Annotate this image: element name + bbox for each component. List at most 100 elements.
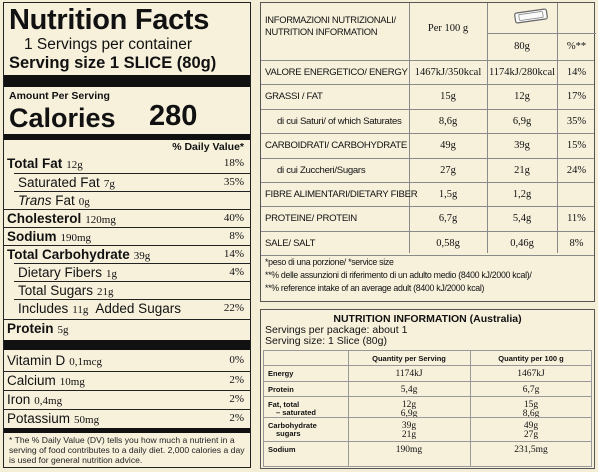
eu-row: di cui Zuccheri/Sugars 27g 21g 24% bbox=[261, 157, 594, 182]
eu-row-label: FIBRE ALIMENTARI/DIETARY FIBER bbox=[265, 189, 418, 200]
eu-row: VALORE ENERGETICO/ ENERGY 1467kJ/350kcal 1… bbox=[261, 60, 594, 84]
nutrient-daily-value: 35% bbox=[223, 176, 244, 188]
au-value-per100: 15g 8,6g bbox=[522, 400, 540, 419]
medium-divider bbox=[4, 428, 250, 433]
thick-divider bbox=[4, 340, 250, 350]
nutrient-name: Includes 11g Added Sugars bbox=[18, 301, 181, 316]
nutrient-daily-value: 40% bbox=[223, 212, 244, 224]
nutrient-name: Total Carbohydrate bbox=[7, 247, 130, 262]
eu-row-label: GRASSI / FAT bbox=[265, 91, 323, 103]
nutrient-amount: 5g bbox=[57, 324, 69, 336]
us-footnote: * The % Daily Value (DV) tells you how m… bbox=[9, 435, 245, 465]
au-row-label: Protein bbox=[268, 385, 294, 394]
nutrient-daily-value: 2% bbox=[229, 374, 244, 386]
eu-row-label: SALE/ SALT bbox=[265, 237, 316, 249]
nutrient-daily-value: 0% bbox=[229, 354, 244, 366]
eu-value-per100: 0,58g bbox=[436, 237, 460, 249]
au-col-100g: Quantity per 100 g bbox=[498, 354, 564, 363]
eu-value-per100: 27g bbox=[440, 164, 456, 176]
au-row: Sodium 190mg 231,5mg bbox=[264, 441, 591, 463]
eu-value-80g: 1174kJ/280kcal bbox=[488, 67, 556, 78]
nutrient-name: Vitamin D bbox=[7, 353, 66, 368]
nutrient-row: Trans Fat 0g bbox=[14, 191, 250, 209]
eu-row: CARBOIDRATI/ CARBOHYDRATE 49g 39g 15% bbox=[261, 133, 594, 157]
au-value-serving: 12g 6,9g bbox=[400, 400, 418, 419]
eu-value-pct: 8% bbox=[569, 237, 584, 249]
au-value-serving: 39g 21g bbox=[401, 421, 417, 440]
nutrient-amount: 12g bbox=[66, 159, 83, 171]
au-table: Quantity per Serving Quantity per 100 g … bbox=[263, 350, 592, 467]
daily-value-header: % Daily Value* bbox=[172, 141, 244, 153]
biscuit-slice-icon bbox=[513, 7, 549, 25]
nutrient-daily-value: 2% bbox=[229, 412, 244, 424]
eu-value-80g: 0,46g bbox=[510, 237, 534, 249]
au-nutrition-panel: NUTRITION INFORMATION (Australia) Servin… bbox=[260, 309, 595, 469]
nutrient-row: Sodium 190mg 8% bbox=[4, 227, 250, 245]
au-value-per100: 231,5mg bbox=[514, 445, 548, 455]
nutrient-name: Calcium bbox=[7, 373, 56, 388]
eu-value-per100: 8,6g bbox=[438, 115, 458, 127]
nutrient-amount: 120mg bbox=[85, 214, 116, 226]
eu-header-label: INFORMAZIONI NUTRIZIONALI/ NUTRITION INF… bbox=[265, 14, 396, 37]
nutrient-name: Total Sugars bbox=[18, 283, 94, 298]
nutrient-amount: 21g bbox=[97, 286, 114, 298]
au-row: Protein 5,4g 6,7g bbox=[264, 381, 591, 396]
au-col-serving: Quantity per Serving bbox=[372, 354, 446, 363]
nutrient-name: Protein bbox=[7, 321, 54, 336]
eu-value-pct: 14% bbox=[566, 67, 587, 78]
eu-value-80g: 6,9g bbox=[512, 115, 532, 127]
eu-row: SALE/ SALT 0,58g 0,46g 8% bbox=[261, 230, 594, 255]
nutrient-name: Sodium bbox=[7, 229, 57, 244]
nutrient-name: Saturated Fat bbox=[18, 175, 100, 190]
eu-row-label: PROTEINE/ PROTEIN bbox=[265, 213, 357, 225]
eu-value-pct: 35% bbox=[566, 115, 587, 127]
eu-col-per100: Per 100 g bbox=[427, 23, 469, 34]
eu-row-label: VALORE ENERGETICO/ ENERGY bbox=[265, 67, 408, 78]
nutrient-amount: 0,4mg bbox=[34, 395, 63, 407]
eu-value-per100: 49g bbox=[440, 140, 456, 152]
nutrient-name: Iron bbox=[7, 392, 31, 407]
au-value-per100: 49g 27g bbox=[523, 421, 539, 440]
eu-row-label: di cui Zuccheri/Sugars bbox=[277, 164, 366, 176]
nutrient-name: Dietary Fibers bbox=[18, 265, 103, 280]
eu-value-80g: 39g bbox=[514, 140, 530, 152]
nutrient-row: Iron 0,4mg 2% bbox=[4, 390, 250, 409]
au-row: Energy 1174kJ 1467kJ bbox=[264, 365, 591, 381]
calories-label: Calories bbox=[9, 103, 116, 133]
nutrient-name: Trans Fat bbox=[18, 193, 75, 208]
calories-value: 280 bbox=[149, 100, 198, 132]
au-row-label: Carbohydrate sugars bbox=[268, 421, 317, 438]
eu-row: GRASSI / FAT 15g 12g 17% bbox=[261, 84, 594, 108]
eu-value-80g: 12g bbox=[514, 91, 530, 103]
eu-value-pct: 11% bbox=[567, 213, 586, 225]
us-servings-per-container: 1 Servings per container bbox=[24, 36, 193, 53]
eu-col-pct: %** bbox=[566, 41, 587, 52]
medium-divider bbox=[4, 134, 250, 140]
au-value-per100: 1467kJ bbox=[517, 369, 545, 379]
au-value-serving: 1174kJ bbox=[395, 369, 423, 379]
nutrient-row: Includes 11g Added Sugars 22% bbox=[14, 299, 250, 319]
nutrient-row: Calcium 10mg 2% bbox=[4, 371, 250, 390]
eu-nutrition-table: INFORMAZIONI NUTRIZIONALI/ NUTRITION INF… bbox=[260, 2, 596, 302]
nutrient-row: Cholesterol 120mg 40% bbox=[4, 209, 250, 227]
nutrient-amount: 11g bbox=[72, 304, 89, 316]
eu-row: PROTEINE/ PROTEIN 6,7g 5,4g 11% bbox=[261, 206, 594, 230]
us-title: Nutrition Facts bbox=[9, 4, 210, 36]
eu-value-80g: 5,4g bbox=[512, 213, 532, 225]
nutrient-amount: 39g bbox=[133, 250, 151, 262]
eu-value-per100: 1467kJ/350kcal bbox=[414, 67, 482, 78]
thick-divider bbox=[4, 75, 250, 87]
nutrient-daily-value: 22% bbox=[223, 302, 244, 314]
eu-value-80g: 1,2g bbox=[512, 189, 532, 200]
eu-footnotes: *peso di una porzione/ *service size **%… bbox=[265, 257, 532, 293]
nutrient-name: Total Fat bbox=[7, 156, 63, 171]
nutrient-name: Potassium bbox=[7, 411, 71, 426]
au-value-serving: 190mg bbox=[395, 445, 423, 455]
nutrient-amount: 0,1mcg bbox=[69, 356, 102, 368]
au-row: Fat, total – saturated 12g 6,9g 15g 8,6g bbox=[264, 396, 591, 419]
au-value-serving: 5,4g bbox=[400, 385, 418, 395]
eu-value-per100: 6,7g bbox=[438, 213, 458, 225]
eu-row-divider bbox=[261, 255, 594, 257]
nutrient-name: Cholesterol bbox=[7, 211, 82, 226]
nutrient-amount: 50mg bbox=[74, 414, 100, 426]
